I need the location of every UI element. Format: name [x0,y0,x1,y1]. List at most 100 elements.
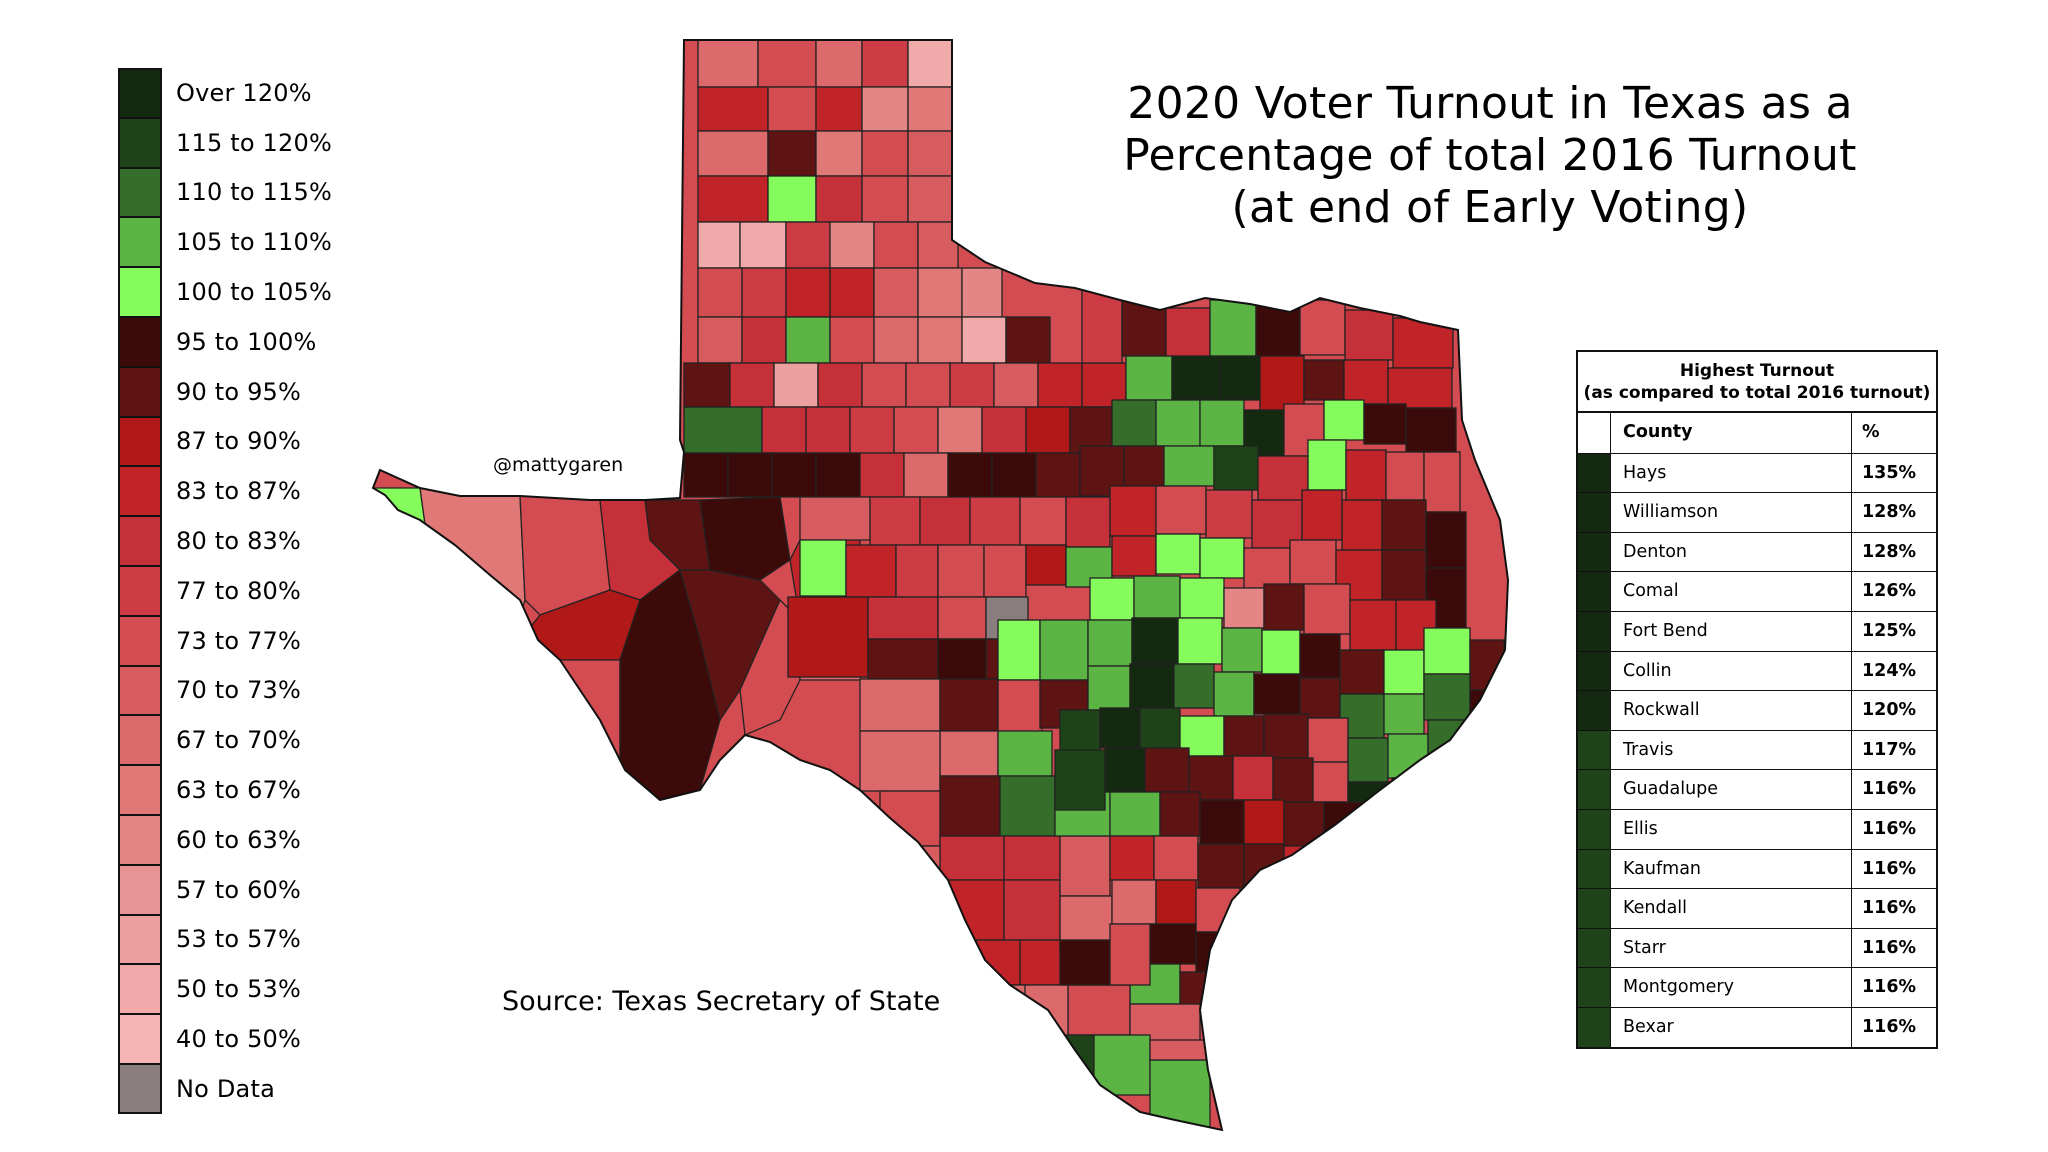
table-row: Starr 116% [1578,927,1936,968]
legend-swatch [118,466,162,517]
header-swatch-cell [1578,413,1611,453]
legend-label: 83 to 87% [176,477,302,506]
legend-swatch [118,366,162,417]
title-line-2: Percentage of total 2016 Turnout [1123,130,1857,181]
legend-swatch [118,814,162,865]
legend-item: 100 to 105% [118,267,332,317]
legend-item: 115 to 120% [118,117,332,168]
table-body: Hays 135% Williamson 128% Denton 128% Comal 126… [1578,452,1936,1047]
row-color-swatch [1578,691,1611,730]
legend-item: 90 to 95% [118,366,332,417]
legend-label: 70 to 73% [176,676,302,705]
row-color-swatch [1578,453,1611,493]
legend-label: Over 120% [176,78,312,107]
county-cell: Fort Bend [1611,611,1852,651]
legend-label: 95 to 100% [176,327,317,356]
legend-label: 53 to 57% [176,925,302,954]
legend-swatch [118,416,162,467]
county-cell: Montgomery [1611,968,1852,1007]
legend-label: 110 to 115% [176,178,332,207]
legend-swatch [118,565,162,616]
legend-label: 115 to 120% [176,128,332,157]
county-column-header: County [1611,413,1852,453]
legend-label: 87 to 90% [176,427,302,456]
table-row: Kaufman 116% [1578,848,1936,889]
legend-swatch [118,1063,162,1114]
row-color-swatch [1578,730,1611,770]
legend-item: 73 to 77% [118,615,332,666]
legend-item: 70 to 73% [118,665,332,716]
highest-turnout-table: Highest Turnout (as compared to total 20… [1576,350,1938,1049]
legend-swatch [118,117,162,168]
legend-item: Over 120% [118,68,332,118]
row-color-swatch [1578,651,1611,691]
row-color-swatch [1578,889,1611,928]
legend-swatch [118,316,162,367]
legend-label: 105 to 110% [176,228,332,257]
legend-item: 77 to 80% [118,565,332,616]
percent-cell: 128% [1862,541,1917,562]
source-note: Source: Texas Secretary of State [502,986,941,1017]
table-row: Kendall 116% [1578,888,1936,928]
map-title: 2020 Voter Turnout in Texas as a Percent… [1040,78,1940,234]
county-cell: Ellis [1611,809,1852,849]
legend-swatch [118,68,162,118]
percent-cell: 126% [1862,581,1917,602]
legend-label: 73 to 77% [176,626,302,655]
legend-label: 63 to 67% [176,776,302,805]
percent-cell: 116% [1862,937,1917,958]
legend-swatch [118,167,162,218]
legend-swatch [118,765,162,815]
texas-outline [371,39,1510,1132]
row-color-swatch [1578,770,1611,809]
row-color-swatch [1578,572,1611,611]
legend-label: 40 to 50% [176,1025,302,1054]
table-row: Guadalupe 116% [1578,769,1936,809]
legend-item: 87 to 90% [118,416,332,467]
legend-label: 60 to 63% [176,825,302,854]
percent-cell: 116% [1862,779,1917,800]
county-cell: Guadalupe [1611,770,1852,809]
county-cell: Kendall [1611,889,1852,928]
legend-swatch [118,217,162,268]
table-header-row: County % [1578,413,1936,453]
legend-swatch [118,267,162,317]
legend-swatch [118,914,162,965]
legend-label: No Data [176,1074,275,1103]
legend-item: 53 to 57% [118,914,332,965]
title-line-1: 2020 Voter Turnout in Texas as a [1127,78,1853,129]
legend-item: 40 to 50% [118,1014,332,1064]
table-row: Denton 128% [1578,531,1936,572]
table-row: Montgomery 116% [1578,967,1936,1007]
row-color-swatch [1578,928,1611,968]
legend-item: No Data [118,1063,332,1114]
legend-item: 95 to 100% [118,316,332,367]
table-row: Hays 135% [1578,452,1936,493]
county-cell: Travis [1611,730,1852,770]
legend-swatch [118,665,162,716]
legend-item: 80 to 83% [118,516,332,566]
table-heading-line-1: Highest Turnout [1679,361,1835,381]
legend-swatch [118,715,162,766]
legend: Over 120% 115 to 120% 110 to 115% 105 to 11… [118,68,332,1114]
table-row: Rockwall 120% [1578,690,1936,730]
row-color-swatch [1578,1007,1611,1047]
legend-item: 83 to 87% [118,466,332,517]
county-cell: Bexar [1611,1007,1852,1047]
table-row: Williamson 128% [1578,492,1936,532]
table-row: Fort Bend 125% [1578,610,1936,651]
percent-cell: 135% [1862,462,1917,483]
county-cell: Rockwall [1611,691,1852,730]
percent-cell: 128% [1862,502,1917,523]
table-row: Collin 124% [1578,650,1936,691]
legend-swatch [118,1014,162,1064]
row-color-swatch [1578,849,1611,889]
percent-column-header: % [1862,422,1880,442]
county-cell: Collin [1611,651,1852,691]
table-row: Comal 126% [1578,571,1936,611]
legend-item: 63 to 67% [118,765,332,815]
county-cell: Kaufman [1611,849,1852,889]
row-color-swatch [1578,532,1611,572]
author-handle: @mattygaren [493,454,624,476]
